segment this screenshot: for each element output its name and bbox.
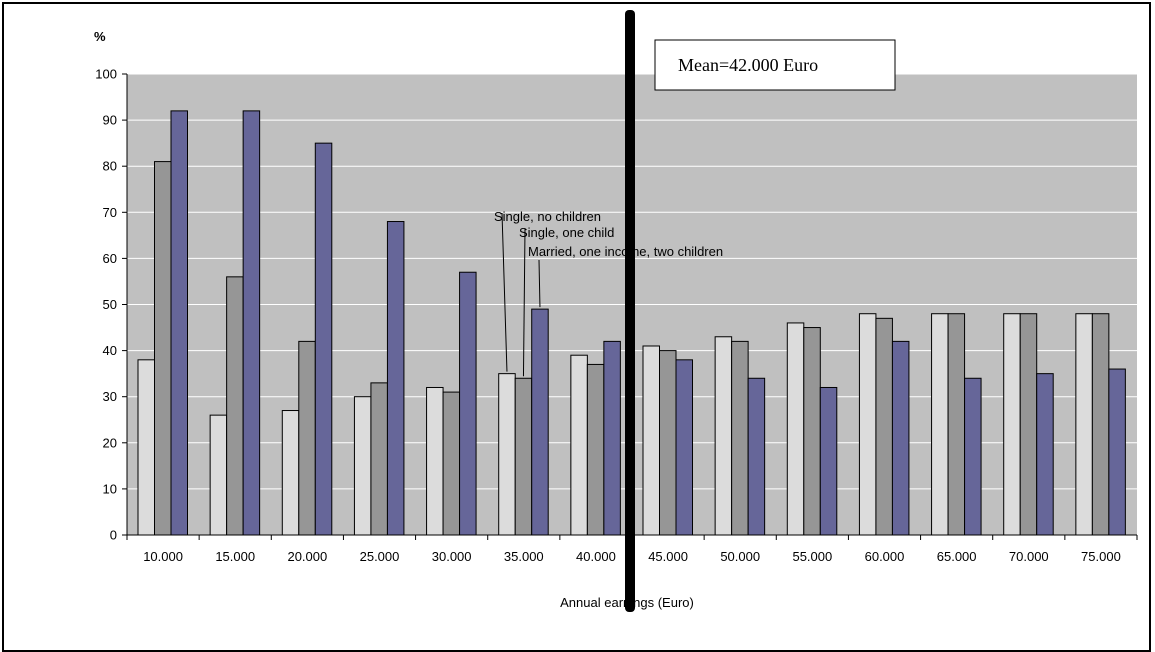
bar-married-two-children [964,377,982,536]
bar-married-two-children [819,386,838,536]
bar-married-two-children [386,221,405,536]
bar-single-no-children [858,313,877,536]
bar-single-one-child [514,377,533,536]
x-tick-label: 75.000 [1081,549,1121,564]
bar-single-one-child [875,317,893,536]
x-tick-label: 60.000 [865,549,905,564]
bar-married-two-children [891,340,910,536]
annotation-leader-line [522,228,526,377]
y-tick-label: 60 [103,251,117,266]
y-tick-labels: 0 10 20 30 40 50 60 70 80 90 100 [95,67,117,543]
bar-married-two-children [603,340,621,536]
x-tick-label: 35.000 [504,549,544,564]
bar-single-no-children [642,345,660,536]
bar-single-no-children [570,354,588,536]
bar-single-no-children [786,322,805,536]
bar-married-two-children [314,142,333,536]
bar-married-two-children [242,110,261,536]
bar-single-no-children [209,414,228,536]
bar-single-no-children [281,410,300,536]
annotation-leader-line [501,212,508,372]
bar-single-no-children [1075,313,1093,536]
x-tick-label: 20.000 [287,549,327,564]
y-tick-label: 100 [95,67,117,82]
bar-single-no-children [498,373,516,536]
bar-single-no-children [931,313,949,536]
bar-single-one-child [442,391,461,536]
x-tick-label: 55.000 [792,549,832,564]
bar-married-two-children [747,377,766,536]
mean-label-background [654,39,896,91]
y-tick-label: 40 [103,343,117,358]
bar-single-one-child [947,313,966,536]
bar-married-two-children [675,359,693,536]
y-tick-label: 70 [103,205,117,220]
x-tick-labels: 10.000 15.000 20.000 25.000 30.000 35.000 40.0… [143,549,1121,564]
y-tick-label: 50 [103,297,117,312]
bar-single-one-child [586,363,605,536]
x-tick-label: 70.000 [1009,549,1049,564]
bar-single-one-child [1019,313,1038,536]
bar-single-one-child [803,327,821,536]
annotation-leader-line [538,259,541,308]
bar-married-two-children [1108,368,1126,536]
bar-single-one-child [370,382,388,536]
x-tick-label: 40.000 [576,549,616,564]
annotation-label: Single, one child [519,225,614,240]
x-tick-label: 50.000 [720,549,760,564]
y-tick-label: 10 [103,481,117,496]
y-tick-label: 90 [103,113,117,128]
y-axis-label: % [94,29,106,44]
bar-single-one-child [731,340,749,536]
x-tick-label: 10.000 [143,549,183,564]
bar-single-no-children [137,359,155,536]
x-tick-label: 45.000 [648,549,688,564]
bar-single-one-child [154,161,172,536]
mean-label: Mean=42.000 Euro [678,55,818,75]
bar-single-one-child [298,340,316,536]
bar-married-two-children [170,110,188,536]
bar-single-no-children [426,386,444,536]
bar-married-two-children [531,308,549,536]
y-tick-label: 0 [110,528,117,543]
mean-label-box: Mean=42.000 Euro [654,39,896,91]
x-tick-label: 65.000 [937,549,977,564]
bar-single-one-child [226,276,244,536]
bar-married-two-children [459,271,477,536]
x-tick-label: 15.000 [215,549,255,564]
mean-marker-line [625,10,635,612]
bar-chart: 0 10 20 30 40 50 60 70 80 90 100 10.000 15.000 20.00… [94,10,1138,612]
bar-married-two-children [1036,373,1054,536]
bar-single-no-children [714,336,733,536]
y-tick-label: 30 [103,389,117,404]
y-tick-label: 20 [103,435,117,450]
bar-single-no-children [1003,313,1021,536]
annotation-label: Single, no children [494,209,601,224]
x-tick-label: 25.000 [360,549,400,564]
bar-single-one-child [1091,313,1110,536]
bar-single-one-child [659,350,677,536]
y-tick-label: 80 [103,159,117,174]
bar-single-no-children [353,396,372,536]
x-tick-label: 30.000 [432,549,472,564]
bars [137,110,1126,536]
